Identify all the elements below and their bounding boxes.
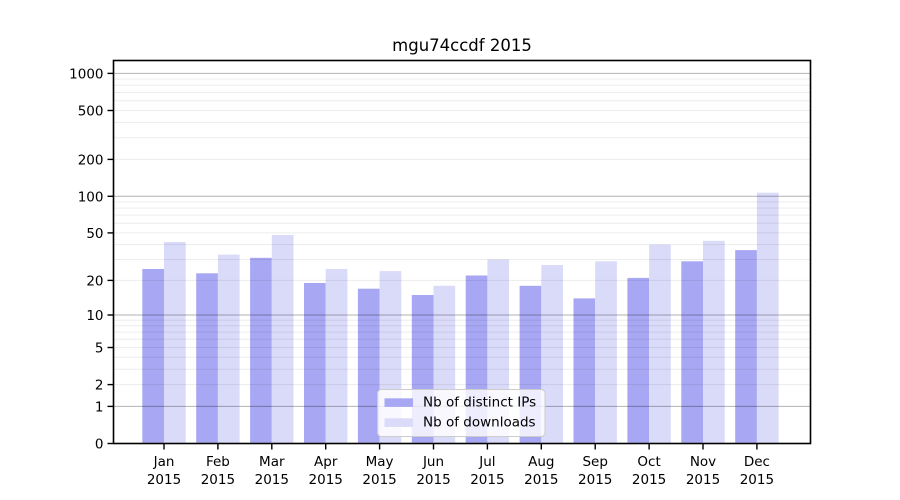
chart-title: mgu74ccdf 2015 [392, 36, 532, 55]
x-tick-label-year: 2015 [470, 472, 504, 488]
bar-ips-jan [142, 269, 164, 443]
x-tick-label-month: Oct [637, 454, 660, 470]
bar-ips-mar [250, 257, 272, 443]
y-tick-label: 2 [95, 378, 104, 394]
x-tick-label-month: Nov [690, 454, 716, 470]
legend: Nb of distinct IPs Nb of downloads [377, 389, 546, 437]
bar-ips-apr [304, 283, 326, 443]
bar-downloads-sep [595, 261, 617, 443]
y-tick-label: 5 [95, 341, 104, 357]
chart-layers: 0 1 2 5 10 20 50 100 200 500 1000 Jan 2015 Feb 2015 Mar… [69, 59, 812, 488]
y-tick-label: 0 [95, 437, 104, 453]
x-tick-label-year: 2015 [255, 472, 289, 488]
bar-downloads-dec [756, 192, 779, 443]
bar-ips-nov [681, 261, 703, 443]
x-tick-label-month: Mar [259, 454, 285, 470]
x-tick-label-month: May [366, 454, 394, 470]
y-tick-label: 50 [86, 226, 103, 242]
bar-downloads-feb [217, 254, 240, 443]
x-tick-label-year: 2015 [416, 472, 450, 488]
bar-ips-oct [627, 277, 650, 443]
y-tick-label: 500 [78, 104, 104, 120]
y-tick-label: 10 [86, 308, 103, 324]
legend-swatch-downloads [384, 418, 413, 427]
gridlines-layer [113, 72, 811, 407]
plot-border [112, 59, 812, 445]
legend-box [377, 389, 546, 437]
legend-label-downloads: Nb of downloads [423, 415, 536, 431]
x-tick-label-year: 2015 [578, 472, 612, 488]
x-tick-label-year: 2015 [201, 472, 235, 488]
y-tick-label: 20 [86, 273, 103, 289]
x-tick-label-year: 2015 [524, 472, 558, 488]
bar-downloads-nov [703, 240, 725, 443]
x-tick-label-month: Jan [153, 454, 175, 470]
x-tick-label-month: Aug [528, 454, 554, 470]
x-tick-label-year: 2015 [686, 472, 720, 488]
bar-ips-dec [735, 250, 757, 443]
bar-ips-may [357, 288, 380, 443]
legend-label-ips: Nb of distinct IPs [423, 395, 536, 411]
x-tick-label-month: Jul [478, 454, 495, 470]
y-tick-label: 200 [78, 152, 104, 168]
bar-downloads-oct [649, 244, 671, 443]
legend-swatch-ips [384, 398, 413, 407]
x-tick-label-month: Sep [582, 454, 607, 470]
x-tick-label-year: 2015 [632, 472, 666, 488]
x-tick-label-month: Apr [314, 454, 338, 470]
bar-ips-sep [573, 298, 596, 443]
x-tick-label-month: Dec [744, 454, 770, 470]
bar-downloads-jan [164, 242, 186, 443]
x-tick-label-month: Feb [206, 454, 230, 470]
x-tick-label-month: Jun [422, 454, 444, 470]
bar-downloads-aug [541, 265, 563, 443]
bar-downloads-mar [271, 235, 294, 443]
x-axis: Jan 2015 Feb 2015 Mar 2015 Apr 2015 May 2015 Jun 20… [147, 443, 774, 488]
x-tick-label-year: 2015 [309, 472, 343, 488]
x-tick-label-year: 2015 [740, 472, 774, 488]
bar-downloads-apr [325, 269, 348, 443]
y-tick-label: 100 [78, 189, 104, 205]
x-tick-label-year: 2015 [147, 472, 181, 488]
y-axis: 0 1 2 5 10 20 50 100 200 500 1000 [69, 66, 114, 453]
bar-ips-feb [196, 273, 218, 443]
x-tick-label-year: 2015 [362, 472, 396, 488]
y-tick-label: 1 [95, 399, 104, 415]
y-tick-label: 1000 [69, 66, 103, 82]
